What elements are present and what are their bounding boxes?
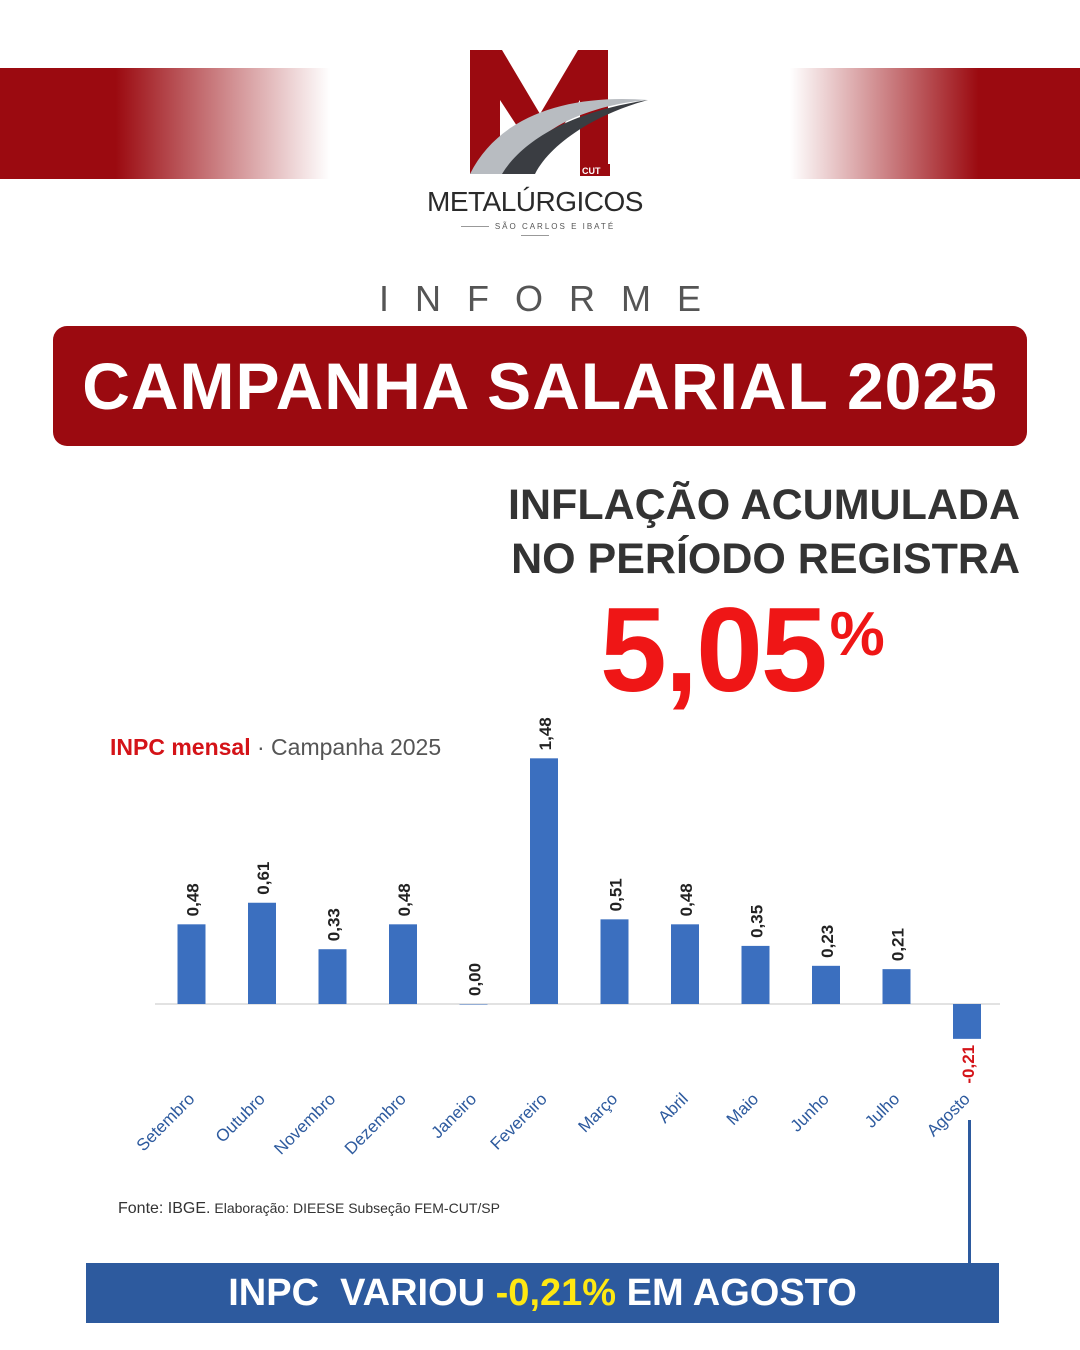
bar-novembro <box>318 949 347 1004</box>
accumulated-inflation-value: 5,05% <box>600 590 885 710</box>
value-label-maio: 0,35 <box>748 905 767 938</box>
logo-name: METALÚRGICOS <box>427 186 643 217</box>
bar-outubro <box>248 902 276 1004</box>
chart-source: Fonte: IBGE. Elaboração: DIEESE Subseção… <box>118 1200 500 1218</box>
category-label-dezembro: Dezembro <box>341 1089 410 1158</box>
campaign-banner: CAMPANHA SALARIAL 2025 <box>53 326 1027 446</box>
bar-junho <box>812 965 840 1004</box>
inpc-bar-chart: 0,48 Setembro 0,61 Outubro 0,33 Novembro 0,48 D… <box>133 717 1000 1158</box>
category-label-setembro: Setembro <box>133 1089 199 1155</box>
value-label-dezembro: 0,48 <box>395 883 414 916</box>
value-label-julho: 0,21 <box>889 928 908 961</box>
value-label-novembro: 0,33 <box>325 908 344 941</box>
category-label-agosto: Agosto <box>923 1089 974 1140</box>
inflation-unit: % <box>829 600 885 669</box>
inflation-headline: INFLAÇÃO ACUMULADA NO PERÍODO REGISTRA <box>508 478 1020 586</box>
bar-janeiro <box>459 1004 488 1005</box>
headline-line-1: INFLAÇÃO ACUMULADA <box>508 481 1020 529</box>
header-band-right <box>790 68 1080 179</box>
value-label-janeiro: 0,00 <box>466 963 485 996</box>
callout-after: EM AGOSTO <box>616 1271 857 1314</box>
bar-agosto <box>953 1004 981 1039</box>
callout-before: INPC VARIOU <box>228 1271 496 1314</box>
value-label-fevereiro: 1,48 <box>536 717 555 750</box>
august-callout-banner: INPC VARIOU -0,21% EM AGOSTO <box>86 1263 999 1323</box>
kicker-title: INFORME <box>379 278 727 319</box>
category-label-outubro: Outubro <box>212 1089 269 1146</box>
bar-dezembro <box>389 924 417 1004</box>
category-label-abril: Abril <box>654 1089 691 1126</box>
bar-março <box>600 919 629 1004</box>
category-label-janeiro: Janeiro <box>427 1089 480 1142</box>
metalurgicos-logo: CUT <box>470 50 648 176</box>
category-label-fevereiro: Fevereiro <box>487 1089 551 1153</box>
chart-title-accent: INPC mensal <box>110 734 251 760</box>
headline-line-2: NO PERÍODO REGISTRA <box>511 535 1020 583</box>
value-label-setembro: 0,48 <box>184 883 203 916</box>
category-label-novembro: Novembro <box>270 1089 339 1158</box>
value-label-agosto: -0,21 <box>959 1045 978 1084</box>
category-label-julho: Julho <box>861 1089 903 1131</box>
bar-fevereiro <box>530 758 558 1004</box>
category-label-junho: Junho <box>787 1089 833 1135</box>
value-label-junho: 0,23 <box>818 925 837 958</box>
bar-abril <box>671 924 699 1004</box>
callout-connector-line <box>968 1120 971 1265</box>
bar-setembro <box>177 924 206 1004</box>
source-detail: Elaboração: DIEESE Subseção FEM-CUT/SP <box>210 1200 500 1216</box>
campaign-banner-text: CAMPANHA SALARIAL 2025 <box>82 349 998 423</box>
source-main: Fonte: IBGE. <box>118 1200 211 1217</box>
bar-julho <box>882 969 911 1004</box>
chart-title-rest: · Campanha 2025 <box>250 734 442 760</box>
header-band-left <box>0 68 330 179</box>
inflation-value: 5,05 <box>600 583 828 717</box>
value-label-abril: 0,48 <box>677 883 696 916</box>
logo-mark-tag: CUT <box>582 166 601 176</box>
value-label-outubro: 0,61 <box>254 862 273 895</box>
category-label-março: Março <box>574 1089 621 1136</box>
bar-maio <box>741 945 770 1004</box>
logo-subtitle: SÃO CARLOS E IBATÉ <box>440 222 630 240</box>
callout-highlight: -0,21% <box>495 1271 617 1314</box>
chart-title: INPC mensal · Campanha 2025 <box>110 734 441 761</box>
value-label-março: 0,51 <box>607 878 626 911</box>
category-label-maio: Maio <box>723 1089 762 1128</box>
